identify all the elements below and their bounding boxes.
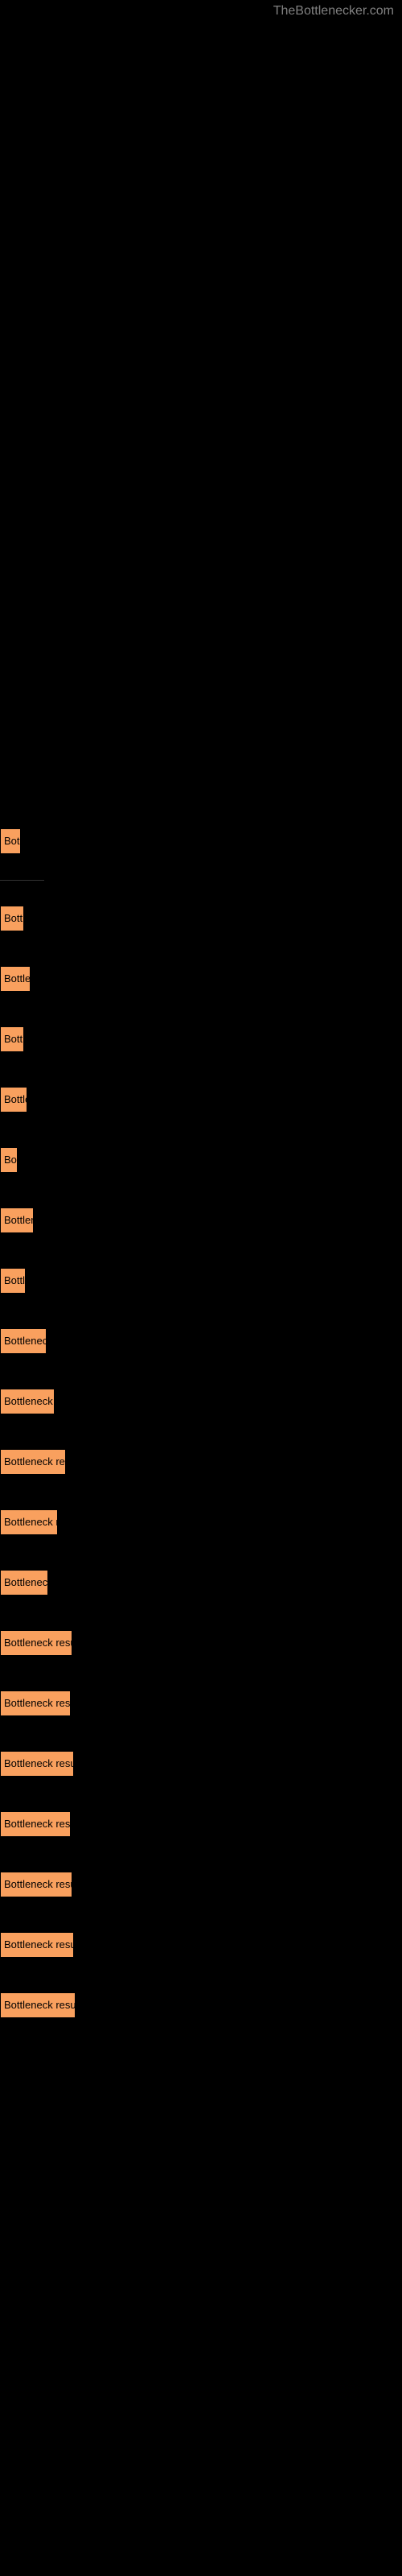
bar-row: Bottleneck result bbox=[0, 1863, 402, 1905]
bar-row: Bottleneck result bbox=[0, 1621, 402, 1664]
bar-row: Bottleneck result bbox=[0, 1440, 402, 1483]
bar-row: Bo bbox=[0, 1138, 402, 1181]
bottleneck-bar: Bottle bbox=[0, 1268, 26, 1294]
bar-row: Bottle bbox=[0, 897, 402, 939]
bar-row: Bottle bbox=[0, 1018, 402, 1060]
bottleneck-bar: Bottleneck re bbox=[0, 1328, 47, 1354]
bar-row: Bottleneck res bbox=[0, 1380, 402, 1422]
bottleneck-bar: Bottlenec bbox=[0, 966, 31, 992]
bar-row: Bottleneck result bbox=[0, 1682, 402, 1724]
bottleneck-bar: Bottleneck result bbox=[0, 1811, 71, 1837]
bottleneck-bar: Bottleneck result bbox=[0, 1932, 74, 1958]
bottleneck-bar: Bot bbox=[0, 828, 21, 854]
bar-row: Bottleneck resu bbox=[0, 1501, 402, 1543]
bar-row: Bottleneck result bbox=[0, 1923, 402, 1966]
bottleneck-bar: Bottleneck result bbox=[0, 1992, 76, 2018]
bottleneck-bar: Bottle bbox=[0, 1026, 24, 1052]
bottleneck-bar: Bottleneck result bbox=[0, 1449, 66, 1475]
bar-row: Bot bbox=[0, 819, 402, 862]
bar-row: Bottlen bbox=[0, 1078, 402, 1121]
watermark-text: TheBottlenecker.com bbox=[273, 4, 394, 19]
bottleneck-bar: Bottleneck resu bbox=[0, 1509, 58, 1535]
bottleneck-bar: Bo bbox=[0, 1147, 18, 1173]
bottleneck-bar: Bottleneck res bbox=[0, 1389, 55, 1414]
bottleneck-bar: Bottleneck result bbox=[0, 1630, 72, 1656]
bar-row: Bottleneck result bbox=[0, 1802, 402, 1845]
bar-row: Bottlenec bbox=[0, 957, 402, 1000]
bar-row: Bottleneck result bbox=[0, 1984, 402, 2026]
bar-row: Bottleneck result bbox=[0, 1742, 402, 1785]
bars-container: Bot Bottle Bottlenec Bottle Bottlen Bo Bottlen… bbox=[0, 819, 402, 2044]
bar-row: Bottleneck re bbox=[0, 1319, 402, 1362]
bottleneck-bar: Bottlenec bbox=[0, 1208, 34, 1233]
bottleneck-bar: Bottleneck result bbox=[0, 1872, 72, 1897]
bottleneck-bar: Bottleneck result bbox=[0, 1690, 71, 1716]
bar-row: Bottle bbox=[0, 1259, 402, 1302]
bottleneck-bar: Bottlen bbox=[0, 1087, 27, 1113]
divider bbox=[0, 880, 44, 881]
bottleneck-bar: Bottleneck result bbox=[0, 1751, 74, 1777]
bar-row: Bottlenec bbox=[0, 1199, 402, 1241]
bottleneck-bar: Bottleneck r bbox=[0, 1570, 48, 1596]
bar-row: Bottleneck r bbox=[0, 1561, 402, 1604]
bottleneck-bar: Bottle bbox=[0, 906, 24, 931]
